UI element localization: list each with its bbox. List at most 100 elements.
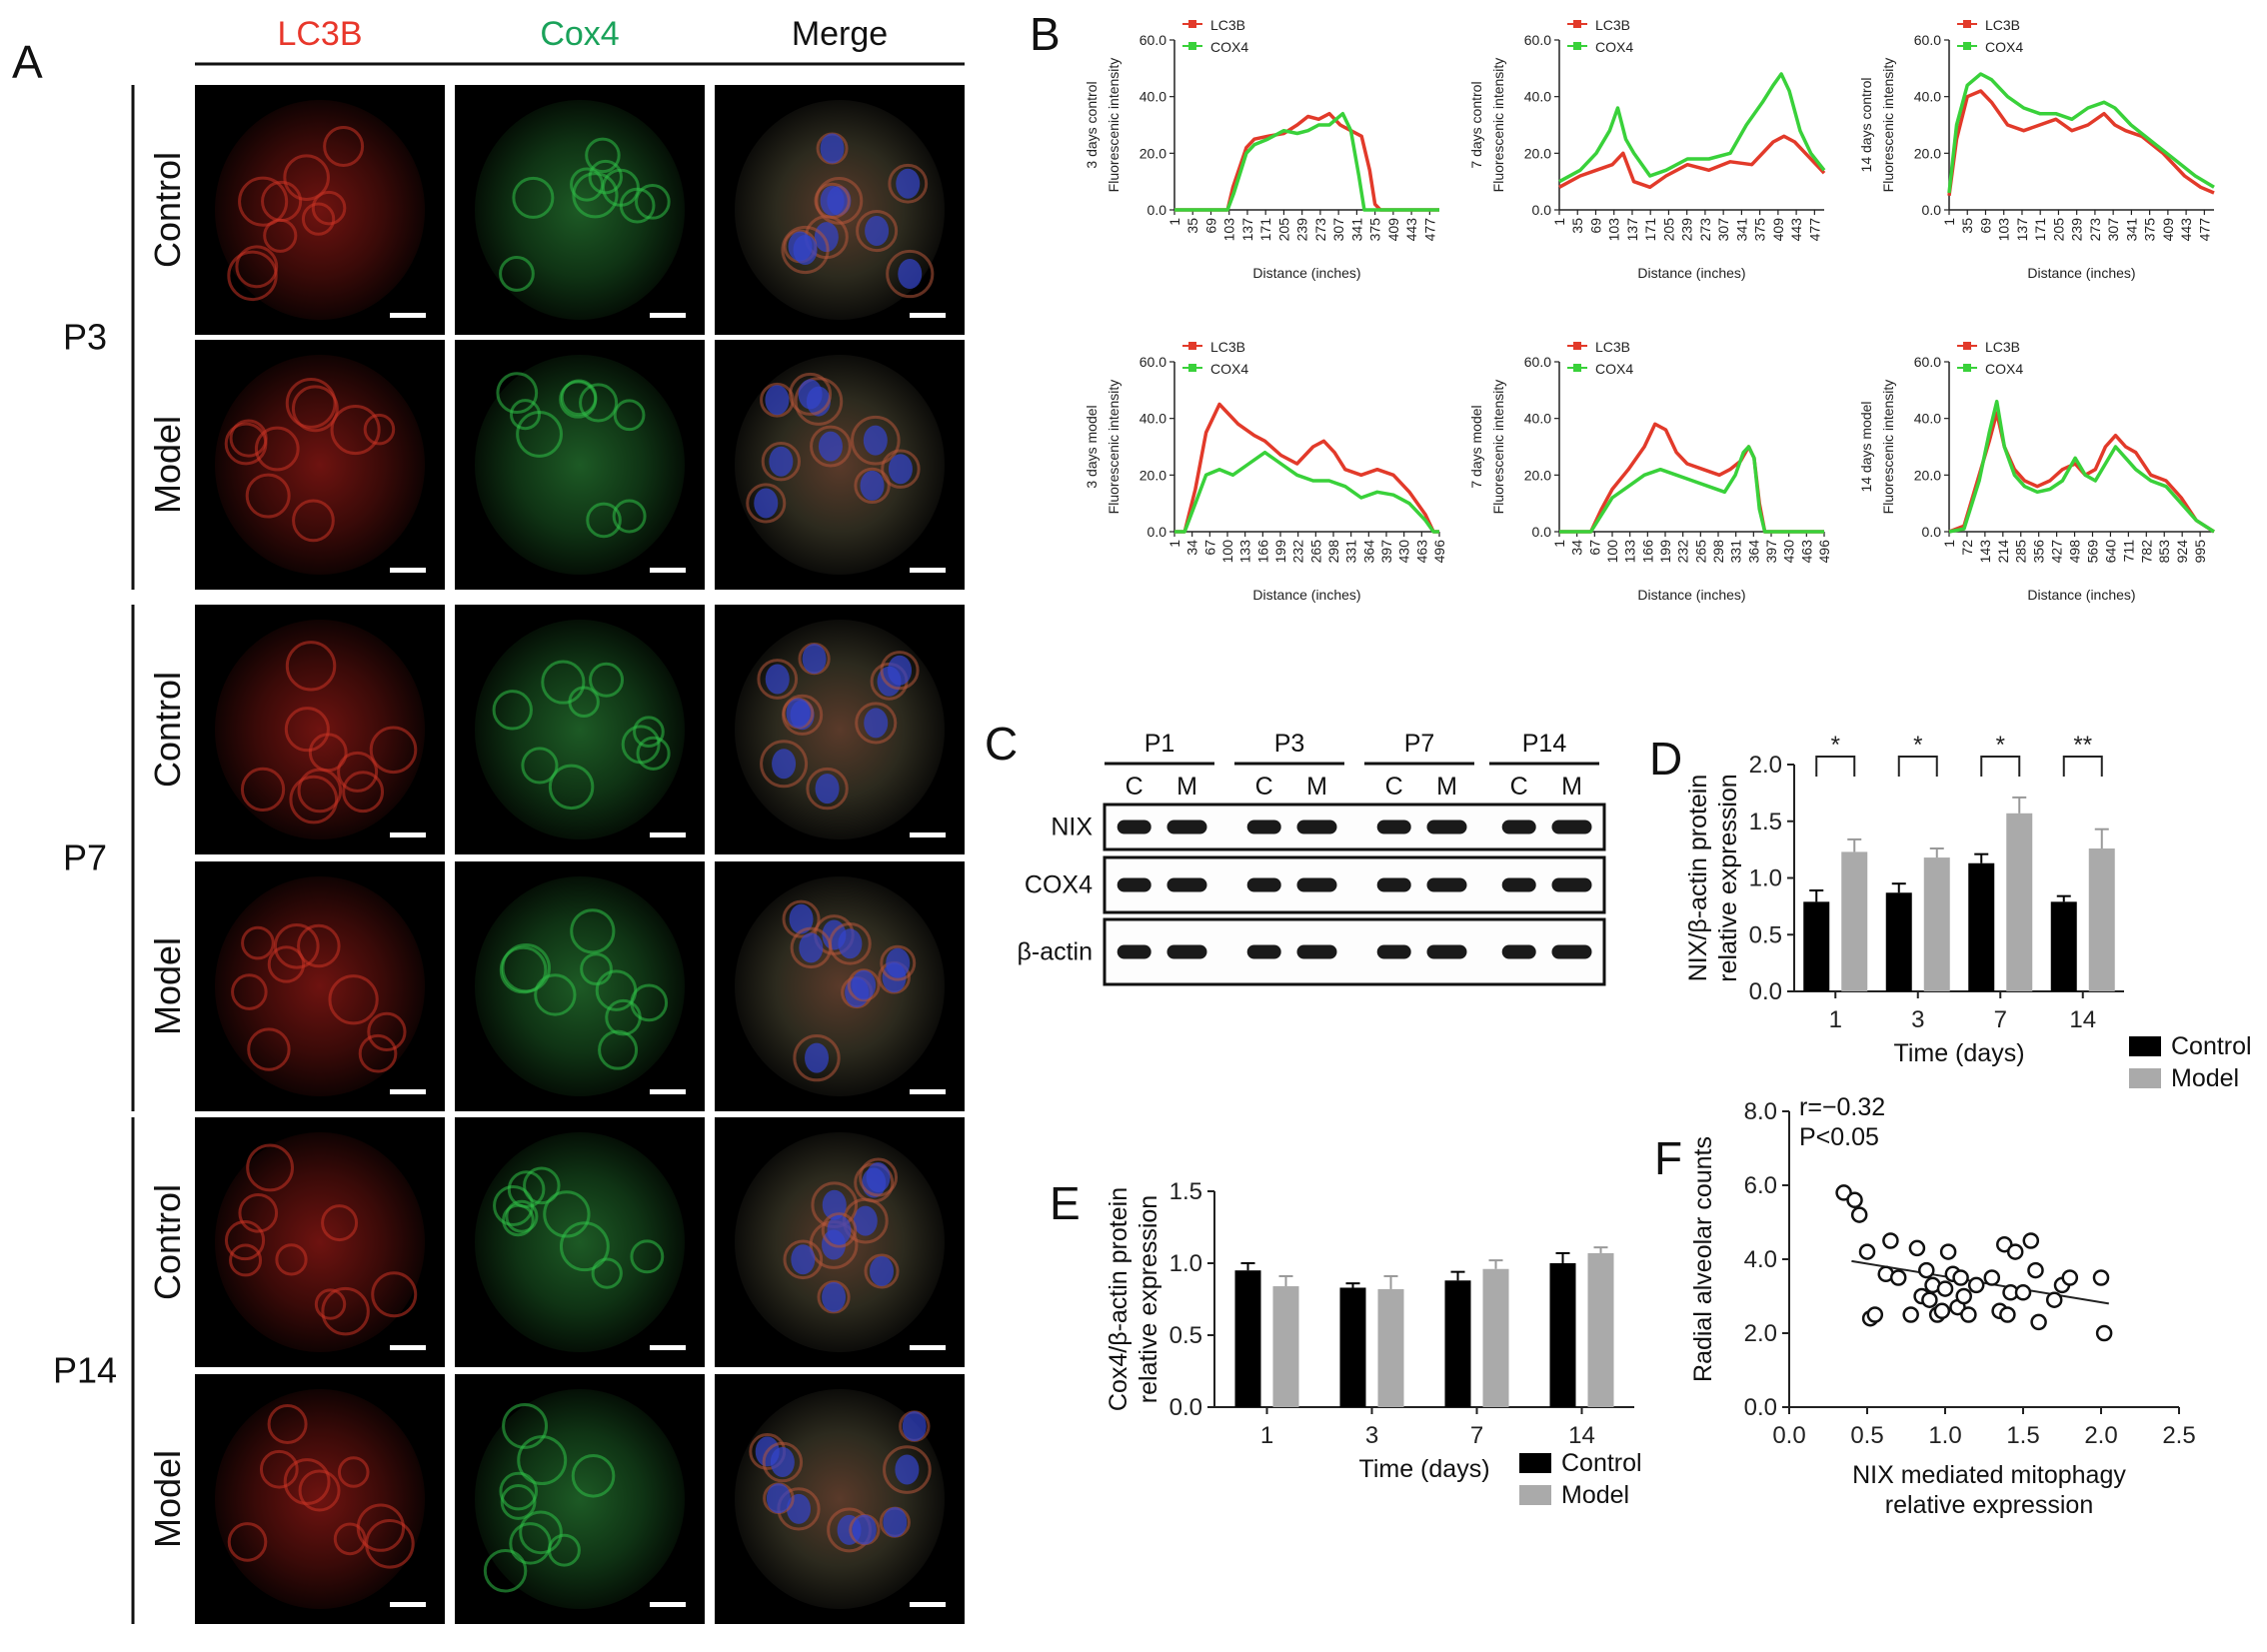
x-tick-label: 103 [1606,218,1622,242]
y-axis-label: relative expression [1134,1195,1162,1403]
legend-entry-lc3b: LC3B [1210,17,1245,33]
x-tick-label: 1 [1166,218,1182,226]
micrograph-model-lc3b [195,861,445,1111]
line-chart-b4: 0.0 20.0 40.0 60.0 1 34 67 100 133 166 199 232 265 29… [1084,339,1447,603]
legend-swatch-model [1519,1485,1551,1505]
micrograph-model-merge [715,340,965,590]
bar-control [1339,1287,1366,1407]
x-tick-label: 477 [2196,218,2212,242]
y-tick-label: 2.0 [1749,752,1782,779]
x-tick-label: 67 [1586,540,1602,556]
y-tick-label: 60.0 [1914,354,1941,370]
scale-bar [650,1089,686,1094]
scatter-point [1960,1306,1977,1323]
x-tick-label: 1.5 [2006,1422,2039,1449]
x-axis-label: Distance (inches) [2027,587,2135,603]
x-tick-label: 1 [1551,218,1567,226]
x-tick-label: 375 [1752,218,1768,242]
y-tick-label: 40.0 [1914,411,1941,427]
x-tick-label: 995 [2192,540,2208,564]
legend-swatch-control [1519,1453,1551,1473]
blot-lane-label: C [1385,773,1403,801]
x-tick-label: 171 [1642,218,1658,242]
x-tick-label: 137 [1624,218,1640,242]
scale-bar [650,832,686,837]
x-tick-label: 1 [1260,1422,1273,1449]
x-tick-label: 498 [2067,540,2083,564]
scatter-point [2095,1324,2113,1342]
significance-bracket [1980,756,2021,777]
x-tick-label: 137 [2014,218,2030,242]
significance-marker: ** [2073,732,2092,759]
scatter-point [1952,1269,1969,1286]
panel-letter-e: E [1050,1177,1081,1229]
x-tick-label: 69 [1202,218,1218,234]
x-tick-label: 205 [1660,218,1676,242]
scale-bar [390,1345,426,1350]
legend-swatch-model [2129,1068,2161,1088]
scatter-point [2045,1291,2063,1308]
group-label-p14: P14 [53,1350,117,1391]
blot-band [1551,944,1592,959]
y-tick-label: 8.0 [1744,1098,1777,1125]
scatter-point [1939,1243,1957,1260]
scatter-point [1846,1191,1863,1209]
y-axis-label: 3 days control [1084,81,1100,168]
panel-letter-c: C [985,718,1018,770]
scatter-point [1933,1302,1951,1320]
x-tick-label: 375 [1367,218,1383,242]
scatter-point [2092,1269,2110,1286]
blot-band [1376,877,1411,892]
scatter-point [1850,1206,1868,1223]
series-line-lc3b [1174,402,1439,534]
scale-bar [910,1602,946,1607]
scale-bar [390,568,426,573]
y-tick-label: 0.0 [1922,524,1942,540]
bar-control [1885,892,1912,991]
y-tick-label: 0.0 [1749,978,1782,1005]
x-tick-label: 133 [1622,540,1638,564]
x-tick-label: 7 [1470,1422,1483,1449]
panel-letter-a: A [12,36,43,88]
x-tick-label: 430 [1781,540,1797,564]
x-tick-label: 1 [1941,540,1957,548]
x-tick-label: 463 [1413,540,1429,564]
y-tick-label: 40.0 [1914,89,1941,105]
x-tick-label: 463 [1798,540,1814,564]
y-tick-label: 2.0 [1744,1320,1777,1347]
panel-letter-f: F [1654,1132,1682,1184]
blot-lane-label: C [1255,773,1273,801]
x-axis-label: Distance (inches) [2027,265,2135,281]
x-tick-label: 239 [1294,218,1310,242]
legend-entry-model: Model [2171,1064,2239,1092]
x-tick-label: 341 [1733,218,1749,242]
x-tick-label: 375 [2142,218,2158,242]
y-tick-label: 0.0 [1147,524,1167,540]
blot-band [1117,944,1151,959]
correlation-annotation: P<0.05 [1799,1123,1879,1151]
x-tick-label: 72 [1959,540,1975,556]
x-tick-label: 205 [2050,218,2066,242]
scatter-point [1882,1232,1899,1249]
scatter-point [2022,1232,2040,1249]
blot-band [1166,877,1207,892]
y-axis-label: Fluorescenic intensity [1106,380,1122,515]
series-line-cox4 [1559,445,1824,534]
x-tick-label: 1 [1941,218,1957,226]
x-axis-label: relative expression [1885,1491,2093,1519]
y-tick-label: 0.0 [1532,524,1552,540]
x-tick-label: 331 [1728,540,1744,564]
micrograph-control-cox4 [455,605,705,854]
x-tick-label: 2.5 [2162,1422,2195,1449]
series-line-lc3b [1558,134,1826,190]
legend-entry-lc3b: LC3B [1985,17,2020,33]
micrograph-model-lc3b [195,340,445,590]
panel-a-group-labels: P3 P7 P14 [53,85,135,1624]
y-axis-label: 7 days control [1468,81,1484,168]
line-chart-b5: 0.0 20.0 40.0 60.0 1 34 67 100 133 166 199 232 265 29… [1468,339,1832,603]
scale-bar [910,1089,946,1094]
micrograph-model-merge [715,1374,965,1624]
x-tick-label: 171 [2032,218,2048,242]
blot-band [1501,877,1536,892]
